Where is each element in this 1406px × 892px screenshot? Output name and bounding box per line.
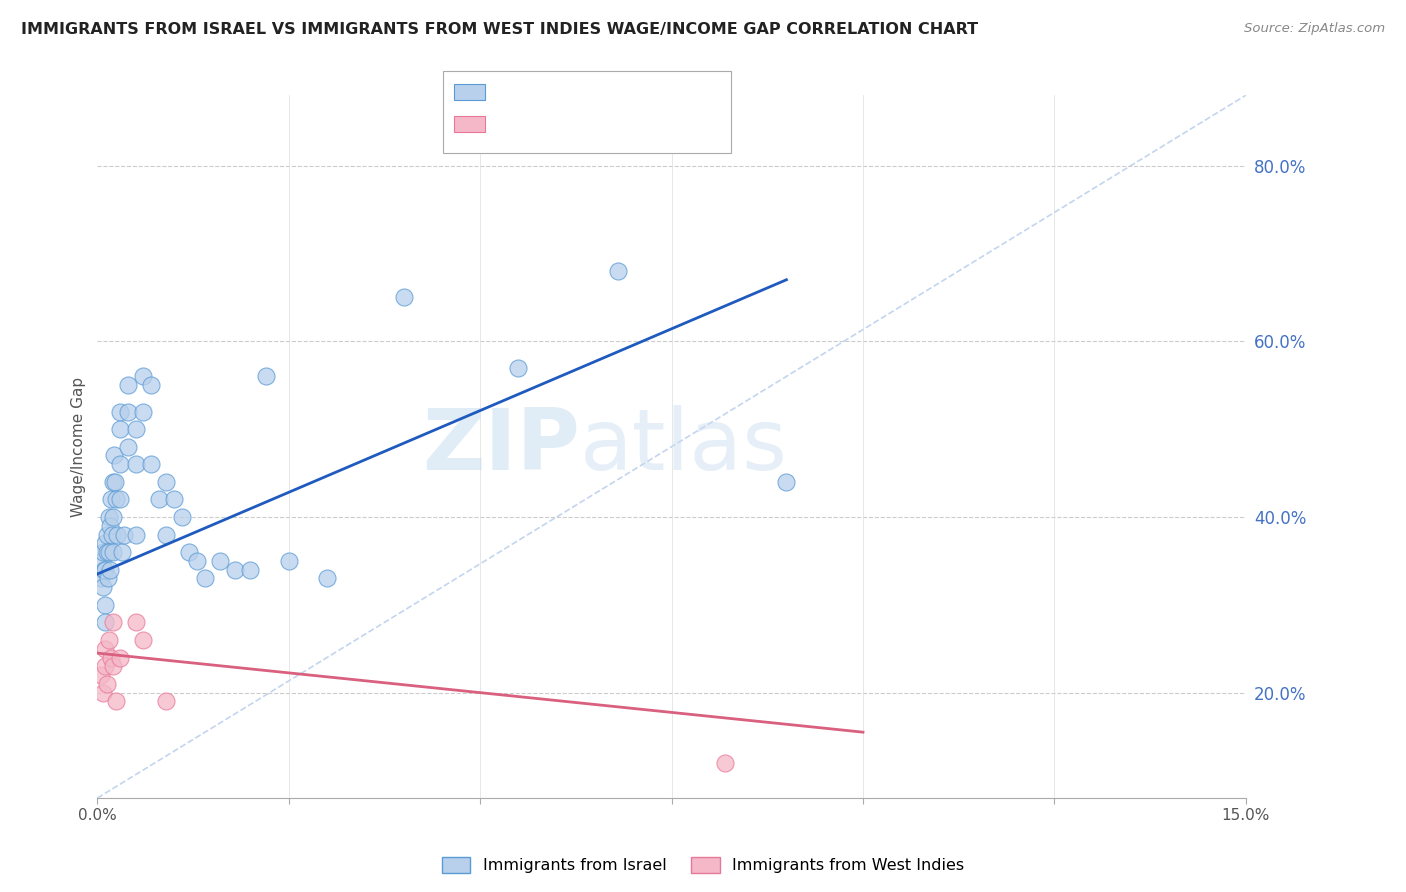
Text: ZIP: ZIP: [422, 405, 579, 488]
Point: [117, 404, 139, 418]
Point: [90, 668, 112, 682]
Point: [775, 475, 797, 489]
Point: [94, 598, 117, 612]
Point: [607, 264, 630, 278]
Point: [110, 650, 132, 665]
Point: [508, 360, 530, 375]
Point: [101, 475, 124, 489]
Point: [139, 378, 162, 392]
Point: [104, 475, 127, 489]
Point: [105, 527, 128, 541]
Point: [139, 457, 162, 471]
Point: [97, 545, 120, 559]
Point: [316, 571, 339, 585]
Y-axis label: Wage/Income Gap: Wage/Income Gap: [72, 376, 86, 516]
Point: [94, 615, 117, 630]
Text: -0.467: -0.467: [520, 124, 579, 142]
Point: [91, 686, 114, 700]
Point: [94, 641, 117, 656]
Point: [101, 545, 124, 559]
Point: [101, 527, 124, 541]
Point: [97, 632, 120, 647]
Point: [90, 571, 112, 585]
Point: [163, 492, 186, 507]
Point: [110, 492, 132, 507]
Text: R =: R =: [492, 92, 529, 110]
Point: [254, 369, 277, 384]
Point: [110, 457, 132, 471]
Text: N =: N =: [591, 124, 627, 142]
Point: [101, 615, 124, 630]
Point: [105, 694, 128, 708]
Point: [124, 422, 146, 436]
Point: [155, 475, 177, 489]
Point: [117, 440, 139, 454]
Point: [132, 369, 155, 384]
Text: IMMIGRANTS FROM ISRAEL VS IMMIGRANTS FROM WEST INDIES WAGE/INCOME GAP CORRELATIO: IMMIGRANTS FROM ISRAEL VS IMMIGRANTS FRO…: [21, 22, 979, 37]
Point: [100, 650, 122, 665]
Point: [132, 404, 155, 418]
Point: [170, 510, 193, 524]
Text: N =: N =: [591, 92, 627, 110]
Point: [148, 492, 170, 507]
Point: [392, 290, 415, 304]
Point: [124, 457, 146, 471]
Point: [98, 563, 121, 577]
Point: [111, 545, 134, 559]
Point: [91, 580, 114, 594]
Text: Source: ZipAtlas.com: Source: ZipAtlas.com: [1244, 22, 1385, 36]
Point: [93, 545, 115, 559]
Point: [110, 404, 132, 418]
Text: atlas: atlas: [579, 405, 787, 488]
Point: [97, 510, 120, 524]
Point: [117, 378, 139, 392]
Point: [239, 563, 262, 577]
Point: [94, 536, 117, 550]
Point: [124, 527, 146, 541]
Point: [179, 545, 201, 559]
Point: [91, 554, 114, 568]
Point: [155, 694, 177, 708]
Point: [208, 554, 231, 568]
Point: [101, 510, 124, 524]
Point: [103, 449, 125, 463]
Point: [97, 571, 120, 585]
Point: [96, 545, 118, 559]
Point: [224, 563, 246, 577]
Point: [94, 563, 117, 577]
Point: [124, 615, 146, 630]
Point: [101, 659, 124, 673]
Point: [94, 659, 117, 673]
Point: [186, 554, 208, 568]
Text: 59: 59: [620, 92, 643, 110]
Text: R =: R =: [492, 124, 529, 142]
Point: [277, 554, 299, 568]
Point: [714, 756, 737, 770]
Point: [96, 527, 118, 541]
Point: [155, 527, 177, 541]
Point: [132, 632, 155, 647]
Point: [98, 518, 121, 533]
Point: [110, 422, 132, 436]
Point: [100, 492, 122, 507]
Point: [93, 563, 115, 577]
Point: [193, 571, 215, 585]
Point: [112, 527, 135, 541]
Point: [96, 677, 118, 691]
Point: [105, 492, 128, 507]
Text: 15: 15: [620, 124, 643, 142]
Text: 0.454: 0.454: [520, 92, 579, 110]
Legend: Immigrants from Israel, Immigrants from West Indies: Immigrants from Israel, Immigrants from …: [436, 850, 970, 880]
